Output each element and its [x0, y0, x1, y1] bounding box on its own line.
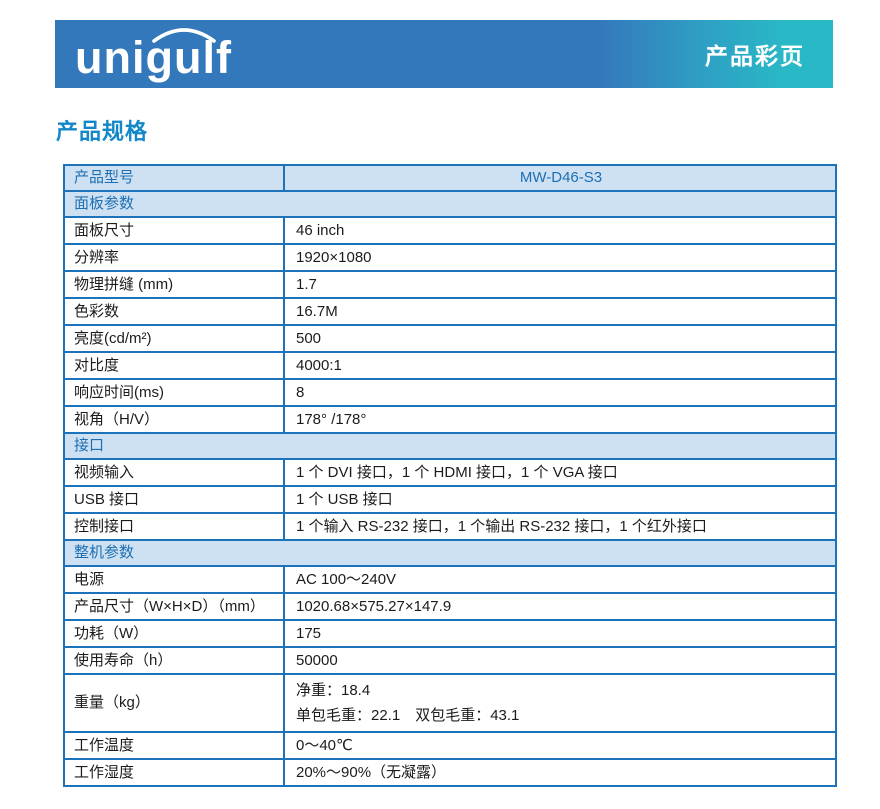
spec-row: 对比度 4000:1	[63, 351, 837, 380]
spec-label: 控制接口	[63, 512, 285, 541]
spec-row: 工作温度 0～40℃	[63, 731, 837, 760]
section-title: 面板参数	[63, 190, 837, 218]
spec-row: 电源 AC 100～240V	[63, 565, 837, 594]
spec-value: 1920×1080	[283, 243, 837, 272]
product-model-value: MW-D46-S3	[283, 164, 837, 192]
spec-row: 使用寿命（h） 50000	[63, 646, 837, 675]
table-header-row: 产品型号 MW-D46-S3	[63, 164, 837, 192]
spec-row: 响应时间(ms) 8	[63, 378, 837, 407]
spec-row: 控制接口 1 个输入 RS-232 接口，1 个输出 RS-232 接口，1 个红…	[63, 512, 837, 541]
spec-value: 1 个输入 RS-232 接口，1 个输出 RS-232 接口，1 个红外接口	[283, 512, 837, 541]
spec-value: 46 inch	[283, 216, 837, 245]
unigulf-logo: unigulf	[75, 27, 232, 83]
spec-value: 1 个 USB 接口	[283, 485, 837, 514]
spec-value: 50000	[283, 646, 837, 675]
spec-label: 重量（kg）	[63, 673, 285, 733]
spec-value-line: 净重：18.4	[296, 682, 371, 699]
spec-value: 1 个 DVI 接口，1 个 HDMI 接口，1 个 VGA 接口	[283, 458, 837, 487]
spec-label: 使用寿命（h）	[63, 646, 285, 675]
spec-label: 功耗（W）	[63, 619, 285, 648]
spec-value: 178° /178°	[283, 405, 837, 434]
spec-label: 对比度	[63, 351, 285, 380]
spec-label: 视频输入	[63, 458, 285, 487]
logo-text: unigulf	[75, 31, 232, 83]
spec-row: 产品尺寸（W×H×D）（mm） 1020.68×575.27×147.9	[63, 592, 837, 621]
spec-value: 0～40℃	[283, 731, 837, 760]
logo-arc-icon	[152, 27, 216, 43]
product-model-label: 产品型号	[63, 164, 285, 192]
spec-label: 电源	[63, 565, 285, 594]
spec-value: 175	[283, 619, 837, 648]
section-title: 整机参数	[63, 539, 837, 567]
spec-label: 色彩数	[63, 297, 285, 326]
spec-label: 工作湿度	[63, 758, 285, 787]
spec-label: 面板尺寸	[63, 216, 285, 245]
spec-label: 工作温度	[63, 731, 285, 760]
section-row: 面板参数	[63, 190, 837, 218]
spec-value-line: 单包毛重：22.1 双包毛重：43.1	[296, 707, 520, 724]
spec-label: 分辨率	[63, 243, 285, 272]
brand-banner: unigulf 产品彩页	[55, 20, 833, 88]
spec-value: 500	[283, 324, 837, 353]
spec-label: 亮度(cd/m²)	[63, 324, 285, 353]
spec-value: AC 100～240V	[283, 565, 837, 594]
spec-row: 视角（H/V） 178° /178°	[63, 405, 837, 434]
section-row: 接口	[63, 432, 837, 460]
spec-label: 响应时间(ms)	[63, 378, 285, 407]
spec-label: 视角（H/V）	[63, 405, 285, 434]
section-row: 整机参数	[63, 539, 837, 567]
spec-row: 分辨率 1920×1080	[63, 243, 837, 272]
spec-label: 物理拼缝 (mm)	[63, 270, 285, 299]
spec-value: 净重：18.4 单包毛重：22.1 双包毛重：43.1	[283, 673, 837, 733]
spec-row: 功耗（W） 175	[63, 619, 837, 648]
spec-row: USB 接口 1 个 USB 接口	[63, 485, 837, 514]
spec-value: 1020.68×575.27×147.9	[283, 592, 837, 621]
spec-value: 1.7	[283, 270, 837, 299]
banner-tag-label: 产品彩页	[705, 43, 805, 69]
spec-table: 产品型号 MW-D46-S3 面板参数 面板尺寸 46 inch 分辨率 1920×10…	[63, 164, 837, 787]
spec-row: 亮度(cd/m²) 500	[63, 324, 837, 353]
spec-row: 工作湿度 20%～90%（无凝露）	[63, 758, 837, 787]
spec-row: 物理拼缝 (mm) 1.7	[63, 270, 837, 299]
spec-row: 视频输入 1 个 DVI 接口，1 个 HDMI 接口，1 个 VGA 接口	[63, 458, 837, 487]
spec-row: 面板尺寸 46 inch	[63, 216, 837, 245]
spec-value: 4000:1	[283, 351, 837, 380]
page-title: 产品规格	[56, 119, 149, 144]
spec-row: 重量（kg） 净重：18.4 单包毛重：22.1 双包毛重：43.1	[63, 673, 837, 733]
section-title: 接口	[63, 432, 837, 460]
spec-value: 8	[283, 378, 837, 407]
spec-value: 16.7M	[283, 297, 837, 326]
spec-value: 20%～90%（无凝露）	[283, 758, 837, 787]
spec-label: 产品尺寸（W×H×D）（mm）	[63, 592, 285, 621]
spec-label: USB 接口	[63, 485, 285, 514]
spec-row: 色彩数 16.7M	[63, 297, 837, 326]
